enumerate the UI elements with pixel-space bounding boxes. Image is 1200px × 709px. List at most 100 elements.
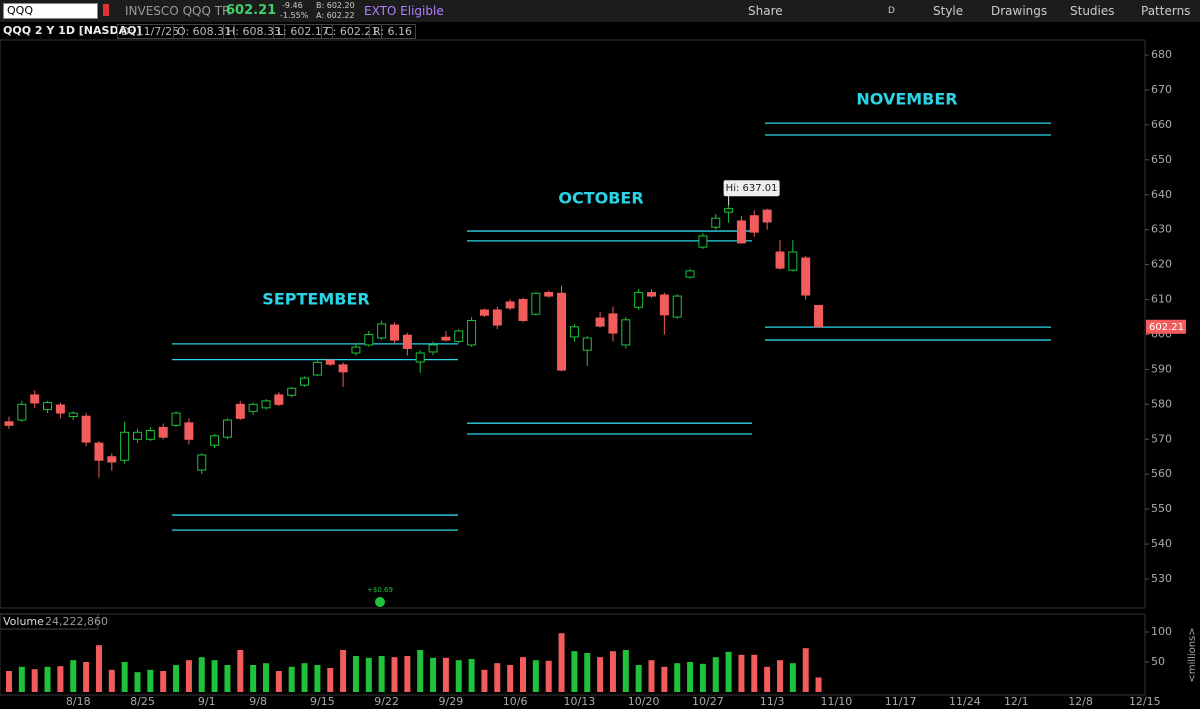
candle-body (492, 309, 502, 326)
candle-body (55, 404, 65, 414)
volume-bar (224, 665, 231, 692)
volume-bar (789, 663, 796, 692)
volume-bar (327, 668, 334, 692)
y-tick-label: 610 (1151, 293, 1172, 306)
candle-body (428, 344, 438, 353)
candle-body (814, 304, 824, 328)
patterns-button[interactable]: Patterns (1141, 4, 1191, 18)
volume-bar (108, 669, 115, 692)
volume-bar (687, 662, 694, 692)
price-panel (0, 39, 1146, 609)
volume-unit: <millions> (1187, 627, 1198, 682)
change: -9.46 (282, 1, 303, 10)
candle-body (749, 215, 759, 233)
volume-bar (211, 660, 218, 692)
volume-bar (751, 654, 758, 692)
volume-bar (365, 657, 372, 692)
candle-body (659, 294, 669, 316)
volume-bar (635, 665, 642, 692)
y-tick-label: 560 (1151, 467, 1172, 480)
x-tick-label: 9/1 (198, 695, 216, 708)
price-tag-label: 602.21 (1149, 322, 1184, 333)
info-date: D: 11/7/25 (117, 24, 184, 39)
candle-body (171, 412, 181, 426)
info-range: R: 6.16 (369, 24, 416, 39)
volume-bar (455, 660, 462, 692)
candle-body (377, 323, 387, 339)
candle-body (698, 235, 708, 248)
volume-bar (571, 651, 578, 692)
volume-bar (661, 666, 668, 692)
candle-body (158, 426, 168, 438)
candle-body (518, 299, 528, 322)
volume-bar (288, 666, 295, 692)
volume-bar (57, 666, 64, 692)
x-tick-label: 10/13 (564, 695, 596, 708)
volume-bar (777, 660, 783, 692)
symbol-box[interactable]: QQQ (3, 3, 98, 19)
bid: B: 602.20 (316, 1, 355, 10)
volume-bar (532, 660, 539, 692)
volume-bar (494, 663, 501, 692)
candle-body (274, 394, 284, 405)
y-tick-label: 630 (1151, 223, 1172, 236)
candle-body (261, 400, 271, 409)
share-button[interactable]: Share (748, 4, 783, 18)
candle-body (544, 292, 554, 297)
candle-body (197, 454, 207, 471)
volume-bar (584, 653, 591, 692)
x-tick-label: 10/20 (628, 695, 660, 708)
volume-bar (173, 665, 180, 692)
volume-bar (520, 657, 526, 692)
volume-bar (442, 657, 449, 692)
candle-body (402, 334, 412, 349)
candle-body (531, 292, 541, 315)
volume-label: 24,222,860 (45, 615, 108, 628)
candle-body (351, 346, 361, 354)
x-tick-label: 11/3 (760, 695, 785, 708)
candle-body (801, 257, 811, 296)
x-tick-label: 11/24 (949, 695, 981, 708)
candle-body (724, 208, 734, 213)
volume-panel (0, 613, 1146, 696)
volume-bar (250, 665, 257, 692)
volume-bar (198, 657, 205, 692)
volume-bar (378, 656, 385, 692)
earnings-label: +$0.69 (367, 586, 393, 594)
volume-tick-label: 50 (1151, 655, 1165, 668)
candle-body (672, 295, 682, 318)
ask: A: 602.22 (316, 11, 355, 20)
volume-bar (699, 663, 706, 692)
volume-bar (121, 662, 128, 692)
candle-body (557, 292, 567, 371)
x-tick-label: 8/18 (66, 695, 91, 708)
y-tick-label: 670 (1151, 83, 1172, 96)
candle-body (685, 270, 695, 278)
candle-body (364, 333, 374, 346)
y-tick-label: 570 (1151, 432, 1172, 445)
volume-bar (160, 671, 167, 692)
drawings-button[interactable]: Drawings (991, 4, 1048, 18)
candle-body (338, 364, 348, 373)
candle-body (235, 403, 245, 419)
candle-body (415, 352, 425, 363)
x-tick-label: 12/1 (1004, 695, 1029, 708)
volume-bar (764, 666, 771, 692)
volume-bar (314, 665, 321, 692)
volume-bar (18, 666, 25, 692)
info-open: O: 608.31 (173, 24, 236, 39)
volume-bar (815, 677, 822, 692)
y-tick-label: 680 (1151, 48, 1172, 61)
studies-button[interactable]: Studies (1070, 4, 1115, 18)
candle-body (94, 442, 104, 461)
candle-body (595, 317, 605, 327)
candle-body (467, 320, 477, 346)
x-tick-label: 12/15 (1129, 695, 1161, 708)
aggregation-button[interactable]: D (888, 6, 895, 16)
y-tick-label: 650 (1151, 153, 1172, 166)
month-label: NOVEMBER (856, 90, 957, 109)
x-tick-label: 8/25 (130, 695, 155, 708)
style-button[interactable]: Style (933, 4, 964, 18)
high-label: Hi: 637.01 (726, 183, 778, 194)
